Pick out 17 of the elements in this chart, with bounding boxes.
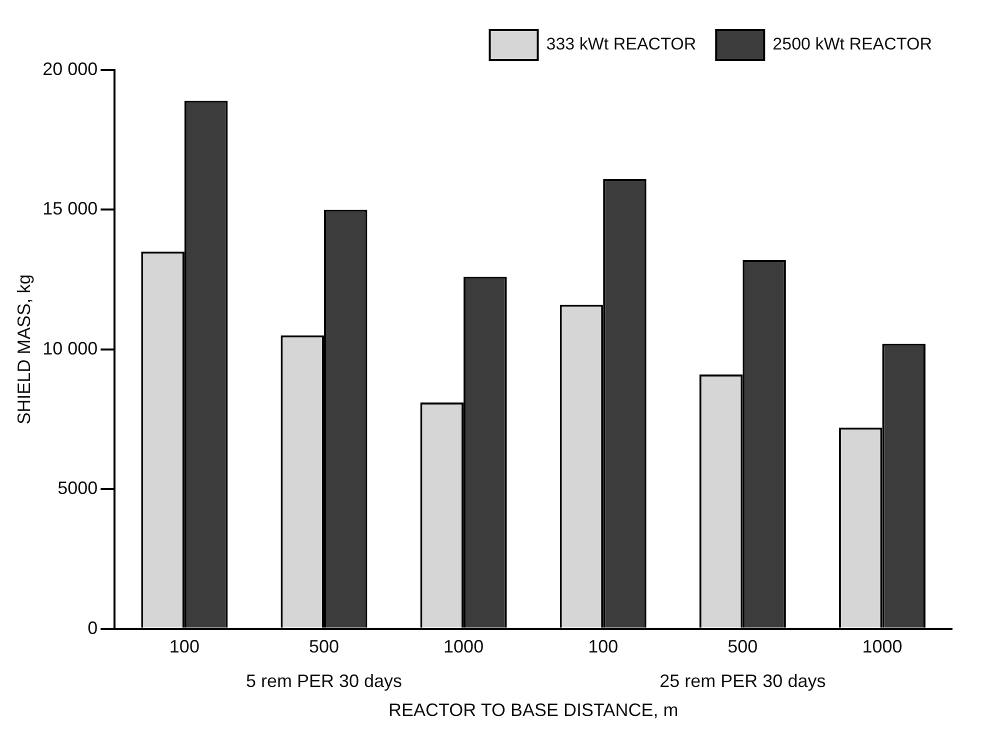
legend-label: 333 kWt REACTOR xyxy=(546,34,696,54)
x-tick-label: 500 xyxy=(308,636,340,657)
legend-label: 2500 kWt REACTOR xyxy=(772,34,932,54)
x-axis-title: REACTOR TO BASE DISTANCE, m xyxy=(388,700,678,720)
text: 25 rem PER 30 days xyxy=(660,670,826,691)
y-tick-label: 5000 xyxy=(58,478,98,498)
x-tick-label: 100 xyxy=(588,636,618,657)
y-tick-label: 10 000 xyxy=(42,338,98,358)
y-tick-label: 0 xyxy=(88,618,98,638)
x-tick-label: 1000 xyxy=(444,636,484,657)
x-tick-label: 100 xyxy=(169,636,200,657)
y-tick-label: 20 000 xyxy=(42,58,98,79)
text: 5 rem PER 30 days xyxy=(246,670,402,691)
x-tick-label: 500 xyxy=(728,636,758,657)
x-tick-label: 1000 xyxy=(862,636,902,657)
y-tick-label: 15 000 xyxy=(42,198,98,219)
y-axis-title: SHIELD MASS, kg xyxy=(14,274,34,424)
